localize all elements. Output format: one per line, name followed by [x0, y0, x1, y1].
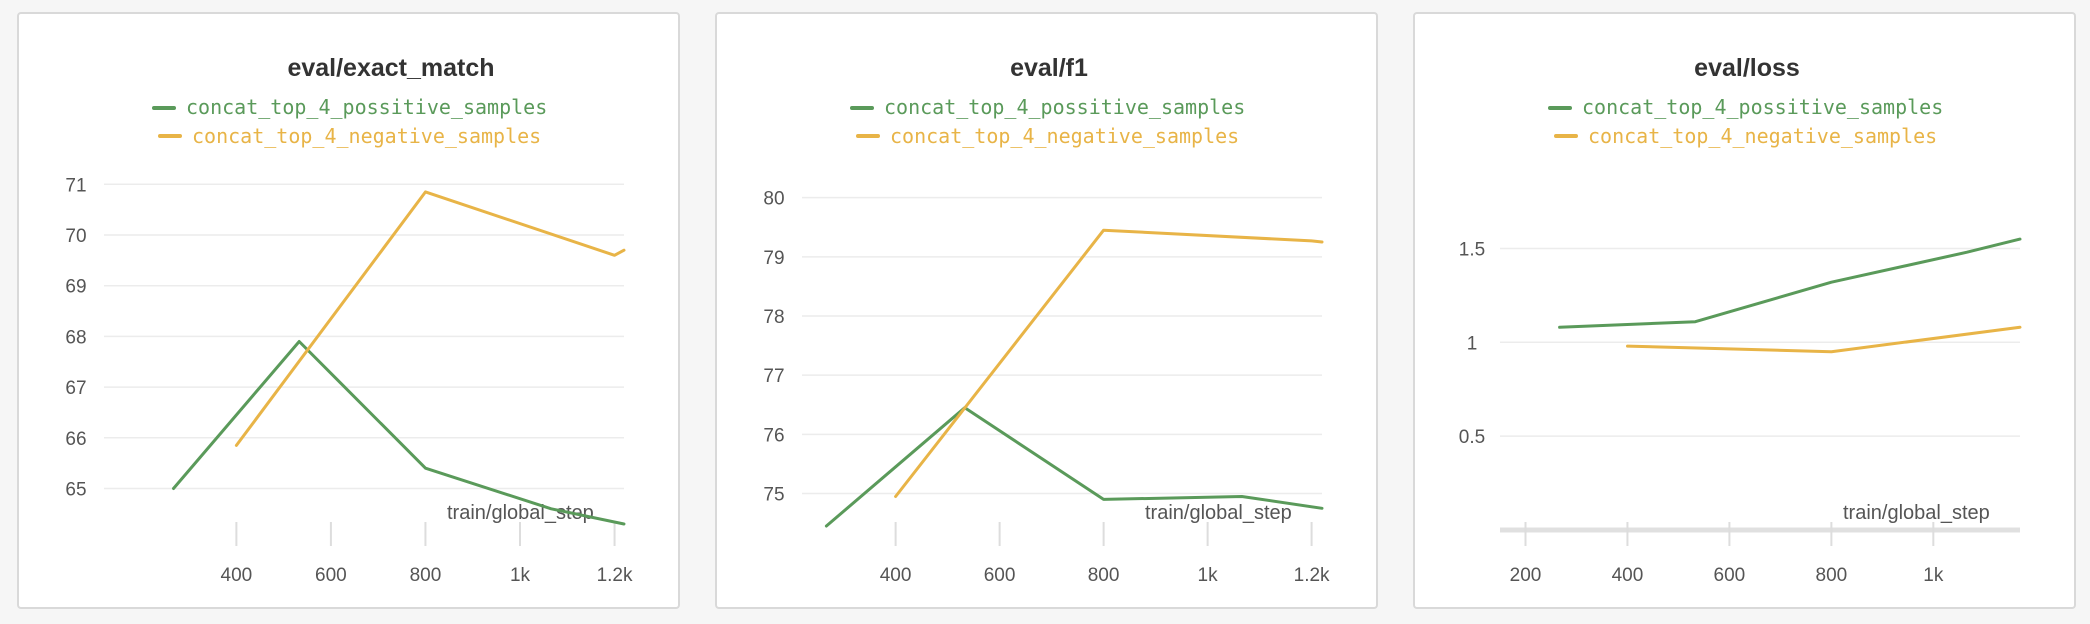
series-line-positive[interactable]	[172, 340, 626, 526]
x-tick-label: 1k	[510, 565, 531, 586]
x-tick-label: 600	[1714, 565, 1746, 586]
x-tick-label: 800	[1088, 565, 1120, 586]
exact-match-chart-svg: eval/exact_match concat_top_4_possitive_…	[65, 54, 633, 586]
f1-chart-svg: eval/f1 concat_top_4_possitive_samples c…	[763, 54, 1330, 586]
y-tick-label: 1	[1467, 333, 1478, 354]
series-line-negative[interactable]	[894, 228, 1324, 498]
x-tick-label: 400	[221, 565, 253, 586]
x-tick-label: 200	[1510, 565, 1542, 586]
y-tick-label: 69	[65, 277, 86, 298]
grid-layer	[104, 183, 624, 546]
y-tick-label: 79	[763, 248, 784, 269]
legend-label-negative[interactable]: concat_top_4_negative_samples	[890, 124, 1239, 148]
series-line-negative[interactable]	[234, 190, 626, 447]
x-tick-label: 400	[880, 565, 912, 586]
y-tick-label: 0.5	[1459, 427, 1485, 448]
legend-label-negative[interactable]: concat_top_4_negative_samples	[192, 124, 541, 148]
x-axis-label: train/global_step	[1843, 502, 1990, 524]
x-axis-label: train/global_step	[1145, 502, 1292, 524]
y-tick-label: 66	[65, 429, 86, 450]
y-tick-label: 78	[763, 307, 784, 328]
loss-chart-svg: eval/loss concat_top_4_possitive_samples…	[1459, 54, 2022, 586]
series-line-positive[interactable]	[1558, 237, 2022, 329]
y-tick-label: 65	[65, 480, 86, 501]
x-tick-label: 600	[984, 565, 1016, 586]
legend-label-positive[interactable]: concat_top_4_possitive_samples	[186, 95, 547, 119]
x-axis-label: train/global_step	[447, 502, 594, 524]
chart-title: eval/loss	[1694, 54, 1800, 82]
grid-layer	[1500, 247, 2020, 546]
y-tick-label: 75	[763, 485, 784, 506]
x-tick-label: 1k	[1923, 565, 1944, 586]
y-tick-label: 67	[65, 378, 86, 399]
chart-title: eval/f1	[1010, 54, 1088, 82]
legend-label-negative[interactable]: concat_top_4_negative_samples	[1588, 124, 1937, 148]
chart-panel-f1[interactable]: eval/f1 concat_top_4_possitive_samples c…	[715, 12, 1378, 609]
y-tick-label: 77	[763, 366, 784, 387]
y-tick-label: 1.5	[1459, 239, 1485, 260]
series-line-negative[interactable]	[1626, 325, 2022, 354]
x-tick-label: 800	[410, 565, 442, 586]
x-tick-label: 800	[1816, 565, 1848, 586]
chart-panel-loss[interactable]: eval/loss concat_top_4_possitive_samples…	[1413, 12, 2076, 609]
x-tick-label: 1.2k	[1294, 565, 1330, 586]
series-line-positive[interactable]	[824, 406, 1324, 528]
x-tick-label: 600	[315, 565, 347, 586]
x-tick-label: 1k	[1198, 565, 1219, 586]
x-tick-label: 1.2k	[597, 565, 633, 586]
y-tick-label: 80	[763, 189, 784, 210]
y-tick-label: 76	[763, 425, 784, 446]
x-tick-label: 400	[1612, 565, 1644, 586]
chart-title: eval/exact_match	[287, 54, 494, 82]
legend-label-positive[interactable]: concat_top_4_possitive_samples	[1582, 95, 1943, 119]
chart-panel-exact-match[interactable]: eval/exact_match concat_top_4_possitive_…	[17, 12, 680, 609]
legend-label-positive[interactable]: concat_top_4_possitive_samples	[884, 95, 1245, 119]
y-tick-label: 70	[65, 226, 86, 247]
y-tick-label: 68	[65, 327, 86, 348]
y-tick-label: 71	[65, 175, 86, 196]
grid-layer	[802, 196, 1322, 546]
